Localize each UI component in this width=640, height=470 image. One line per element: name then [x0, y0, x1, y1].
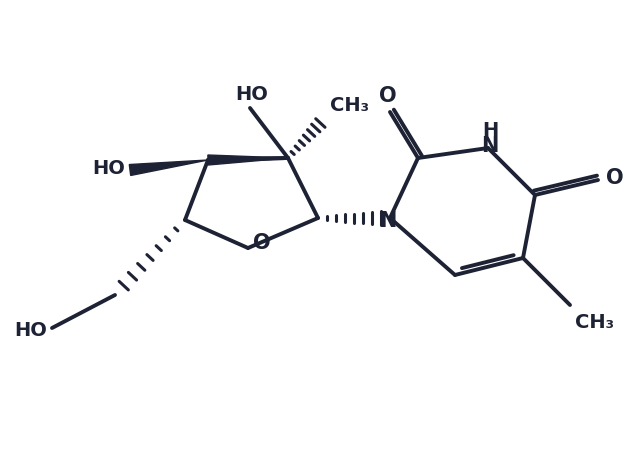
Text: HO: HO — [14, 321, 47, 339]
Polygon shape — [129, 160, 208, 175]
Text: N: N — [481, 136, 499, 156]
Text: CH₃: CH₃ — [575, 313, 614, 332]
Text: CH₃: CH₃ — [330, 96, 369, 115]
Text: O: O — [253, 233, 271, 253]
Text: HO: HO — [236, 85, 268, 104]
Text: H: H — [482, 120, 498, 140]
Text: N: N — [380, 211, 397, 231]
Text: O: O — [606, 168, 623, 188]
Text: O: O — [379, 86, 397, 106]
Text: HO: HO — [92, 158, 125, 178]
Polygon shape — [208, 155, 288, 165]
